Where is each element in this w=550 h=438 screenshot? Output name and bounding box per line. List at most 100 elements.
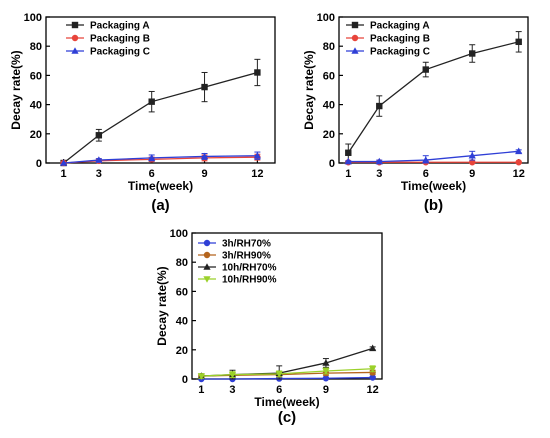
- y-axis-title: Decay rate(%): [302, 50, 316, 129]
- plot-frame: [45, 16, 276, 164]
- y-tick-label: 0: [36, 158, 42, 170]
- series-1: [345, 31, 522, 163]
- legend-marker: [71, 21, 79, 29]
- legend-marker: [203, 239, 211, 247]
- legend-label: 3h/RH90%: [222, 251, 271, 262]
- y-axis-title: Decay rate(%): [155, 266, 169, 345]
- data-point: [515, 38, 522, 46]
- x-tick-label: 3: [229, 384, 235, 396]
- legend-label: 10h/RH70%: [222, 263, 277, 274]
- x-axis-title: Time(week): [254, 395, 319, 409]
- data-point: [515, 159, 522, 166]
- plot-frame: [338, 16, 529, 164]
- x-tick-label: 12: [513, 168, 525, 180]
- data-point: [254, 69, 261, 76]
- legend-marker: [203, 251, 211, 259]
- x-tick-label: 1: [61, 168, 67, 180]
- panel-label: (a): [151, 197, 169, 214]
- data-point: [228, 371, 237, 379]
- y-tick-label: 60: [323, 70, 335, 82]
- series-3: [60, 151, 261, 166]
- legend-marker: [351, 47, 359, 54]
- series-line: [348, 150, 519, 163]
- data-point: [376, 102, 383, 110]
- series-line: [347, 41, 519, 154]
- legend-label: 3h/RH70%: [222, 239, 271, 250]
- data-point: [201, 83, 208, 91]
- data-point: [253, 151, 261, 159]
- data-point: [322, 359, 330, 366]
- y-tick-label: 100: [24, 12, 42, 24]
- data-point: [275, 371, 283, 378]
- x-tick-label: 1: [345, 168, 351, 180]
- data-point: [369, 374, 376, 381]
- y-tick-label: 20: [176, 345, 188, 357]
- y-tick-label: 60: [30, 70, 42, 82]
- y-tick-label: 60: [176, 286, 188, 298]
- legend-marker: [71, 34, 79, 42]
- legend: 3h/RH70%3h/RH90%10h/RH70%10h/RH90%: [198, 239, 277, 286]
- x-tick-label: 12: [367, 384, 379, 396]
- legend-label: 10h/RH90%: [222, 275, 277, 286]
- series-2: [345, 159, 522, 166]
- y-tick-label: 40: [30, 100, 42, 112]
- legend: Packaging A Packaging B Packaging C: [66, 21, 150, 58]
- y-axis-title: Decay rate(%): [9, 50, 23, 129]
- legend-marker: [203, 263, 211, 270]
- legend-label: Packaging A: [90, 21, 150, 32]
- x-tick-label: 9: [323, 384, 329, 396]
- plot-frame: [191, 232, 383, 380]
- y-tick-label: 100: [170, 228, 188, 240]
- series-1: [60, 58, 261, 167]
- legend-marker: [351, 34, 359, 42]
- x-tick-label: 6: [276, 384, 282, 396]
- x-tick-label: 6: [423, 168, 429, 180]
- x-tick-label: 9: [201, 168, 207, 180]
- data-point: [369, 365, 377, 373]
- x-tick-label: 9: [469, 168, 475, 180]
- series-line: [201, 347, 373, 377]
- data-point: [468, 151, 476, 159]
- data-point: [469, 50, 476, 57]
- data-point: [322, 368, 330, 375]
- x-tick-label: 6: [149, 168, 155, 180]
- y-tick-label: 80: [323, 41, 335, 53]
- chart-panel-3: 0 20 40 60 80 100 1 3 6 9 12 Time(week) Decay rate(%…: [155, 228, 383, 426]
- data-point: [60, 159, 68, 166]
- series-4: [197, 365, 377, 380]
- panel-label: (c): [278, 409, 296, 426]
- data-point: [344, 157, 352, 165]
- legend: Packaging A Packaging B Packaging C: [346, 21, 430, 58]
- y-tick-label: 20: [30, 129, 42, 141]
- data-point: [95, 132, 103, 139]
- panel-label: (b): [424, 197, 443, 214]
- y-tick-label: 80: [30, 41, 42, 53]
- x-tick-label: 1: [198, 384, 204, 396]
- data-point: [148, 154, 156, 161]
- legend-label: Packaging B: [90, 34, 150, 45]
- legend-marker: [71, 47, 79, 54]
- data-point: [148, 98, 155, 105]
- data-point: [200, 152, 209, 160]
- series-3: [344, 147, 523, 165]
- data-point: [369, 344, 377, 352]
- chart-panel-1: 0 20 40 60 80 100 1 3 6 9 12 Time(week) Decay rate(%…: [9, 12, 276, 214]
- data-point: [469, 159, 476, 166]
- x-tick-label: 3: [376, 168, 382, 180]
- legend-label: Packaging C: [90, 47, 150, 58]
- y-tick-label: 80: [176, 257, 188, 269]
- y-tick-label: 40: [323, 100, 335, 112]
- x-axis-title: Time(week): [128, 179, 193, 193]
- data-point: [422, 66, 429, 73]
- x-axis-title: Time(week): [401, 179, 466, 193]
- data-point: [422, 156, 430, 163]
- y-tick-label: 20: [323, 129, 335, 141]
- data-point: [197, 373, 205, 380]
- chart-panel-2: 0 20 40 60 80 100 1 3 6 9 12 Time(week) Decay rate(%…: [302, 12, 529, 214]
- y-tick-label: 100: [317, 12, 335, 24]
- x-tick-label: 12: [251, 168, 263, 180]
- y-tick-label: 0: [182, 374, 188, 386]
- x-tick-label: 3: [96, 168, 102, 180]
- series-line: [63, 71, 258, 164]
